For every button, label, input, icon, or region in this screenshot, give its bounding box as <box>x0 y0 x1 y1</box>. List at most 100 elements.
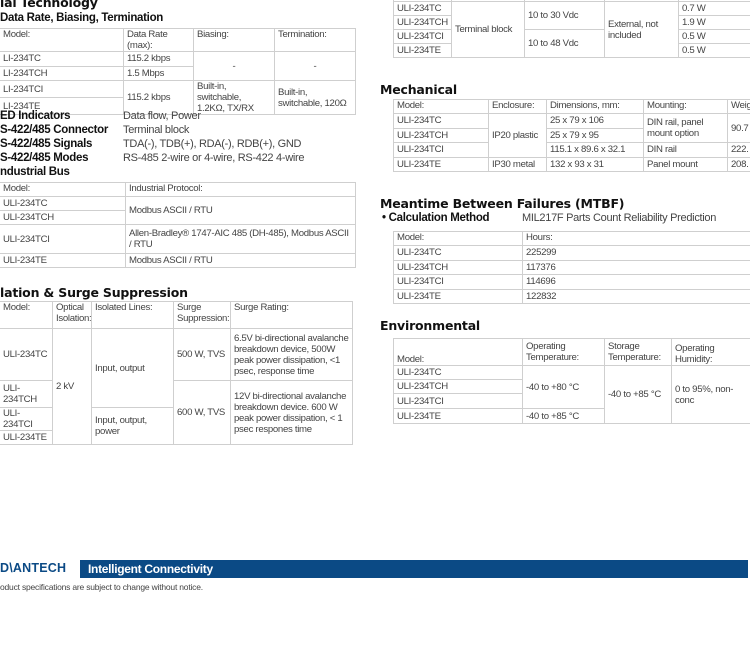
table-header-row: Model: Optical Isolation: Isolated Lines: S… <box>0 301 353 329</box>
table-header-cell: Dimensions, mm: <box>546 99 644 114</box>
table-row: ULI-234TCI 10 to 48 Vdc 0.5 W <box>393 29 750 58</box>
table-header-cell: Optical Isolation: <box>52 301 92 329</box>
table-cell: Built-in, switchable, 120Ω <box>274 80 356 115</box>
mtbf-method-label: • Calculation Method <box>382 212 490 224</box>
table-cell: 0.7 W <box>678 1 750 16</box>
table-header-cell: Model: <box>393 99 489 114</box>
table-row: ULI-234TCH 1.9 W <box>393 15 750 30</box>
power-table: ULI-234TC Terminal block 10 to 30 Vdc Exter… <box>393 0 750 58</box>
table-cell: ULI-234TCI <box>393 274 523 290</box>
table-header-cell: Industrial Protocol: <box>125 182 356 197</box>
table-cell: ULI-234TE <box>0 430 53 445</box>
environmental-table: Model: Operating Temperature: Storage Temp… <box>393 338 750 424</box>
table-cell: ULI-234TCH <box>393 127 489 143</box>
table-cell: 115.2 kbps <box>123 80 194 115</box>
footer-tagline: Intelligent Connectivity <box>88 562 213 576</box>
table-cell: Input, output <box>91 328 174 408</box>
table-cell: 222. <box>727 142 750 158</box>
table-row: ULI-234TE 122832 <box>393 288 750 304</box>
spec-label: ED Indicators <box>0 110 71 122</box>
table-cell: 0 to 95%, non-conc <box>671 365 750 424</box>
spec-value: Data flow, Power <box>123 110 201 122</box>
table-row: ULI-234TC Modbus ASCII / RTU <box>0 196 356 225</box>
industrial-bus-table: Model: Industrial Protocol: ULI-234TC Modbu… <box>0 182 356 268</box>
data-rate-table: Model: Data Rate (max): Biasing: Terminatio… <box>0 28 356 115</box>
table-cell: 225299 <box>522 245 750 261</box>
table-cell: 0.5 W <box>678 43 750 58</box>
table-row: ULI-234TCH 600 W, TVS 12V bi-directional a… <box>0 380 353 445</box>
table-cell: Built-in, switchable, 1.2KΩ, TX/RX <box>193 80 275 115</box>
spec-value: Terminal block <box>123 124 190 136</box>
table-header-cell: Model: <box>393 231 523 246</box>
table-row: ULI-234TCH 117376 <box>393 259 750 275</box>
table-cell: DIN rail <box>643 142 728 158</box>
table-cell: DIN rail, panel mount option <box>643 113 728 143</box>
table-cell: ULI-234TC <box>0 328 53 381</box>
mtbf-method-value: MIL217F Parts Count Reliability Predicti… <box>522 212 717 224</box>
table-cell: 12V bi-directional avalanche breakdown d… <box>230 380 353 445</box>
table-cell: 25 x 79 x 95 <box>546 127 644 143</box>
table-header-cell: Surge Rating: <box>230 301 353 329</box>
table-header-cell: Biasing: <box>193 28 275 52</box>
table-header-cell: Storage Temperature: <box>604 338 672 366</box>
table-cell: 6.5V bi-directional avalanche breakdown … <box>230 328 353 381</box>
table-cell: 10 to 48 Vdc <box>524 29 605 58</box>
table-row: ULI-234TC -40 to +80 °C -40 to +85 °C 0 to … <box>393 365 750 424</box>
table-cell: - <box>193 51 275 81</box>
table-cell: ULI-234TE <box>393 408 523 424</box>
table-cell: ULI-234TCH <box>393 379 523 394</box>
table-row: ULI-234TCH 25 x 79 x 95 <box>393 127 750 143</box>
mechanical-heading: Mechanical <box>380 82 457 97</box>
table-header-cell: Model: <box>0 301 53 329</box>
table-cell: ULI-234TE <box>0 253 126 268</box>
table-header-row: Model: Hours: <box>393 231 750 246</box>
mtbf-method-label-text: Calculation Method <box>388 212 490 224</box>
table-cell: Panel mount <box>643 156 728 172</box>
footer-bar <box>80 560 748 578</box>
table-cell: ULI-234TC <box>393 245 523 261</box>
table-cell: 25 x 79 x 106 <box>546 113 644 129</box>
table-cell: ULI-234TC <box>0 196 126 211</box>
footer-note: oduct specifications are subject to chan… <box>0 582 203 592</box>
table-row: ULI-234TC 2 kV Input, output 500 W, TVS 6.5V… <box>0 328 353 445</box>
table-cell: 208. <box>727 156 750 172</box>
table-row: ULI-234TC IP20 plastic 25 x 79 x 106 DIN ra… <box>393 113 750 158</box>
table-header-row: Model: Data Rate (max): Biasing: Terminatio… <box>0 28 356 52</box>
table-cell: 0.5 W <box>678 29 750 44</box>
table-cell: ULI-234TCH <box>0 380 53 408</box>
spec-label: S-422/485 Signals <box>0 138 93 150</box>
table-header-cell: Model: <box>0 182 126 197</box>
table-row: ULI-234TCI 114696 <box>393 274 750 290</box>
table-row: LI-234TC 115.2 kbps - - <box>0 51 356 81</box>
table-header-cell: Enclosure: <box>488 99 547 114</box>
table-cell: 114696 <box>522 274 750 290</box>
table-header-cell: Model: <box>0 28 124 52</box>
table-cell: LI-234TE <box>0 97 124 115</box>
spec-label: S-422/485 Connector <box>0 124 109 136</box>
table-header-cell: Operating Temperature: <box>522 338 605 366</box>
table-header-cell: Surge Suppression: <box>173 301 231 329</box>
table-cell: 132 x 93 x 31 <box>546 156 644 172</box>
mtbf-heading: Meantime Between Failures (MTBF) <box>380 196 625 211</box>
advantech-logo: D\ANTECH <box>0 561 67 575</box>
table-header-cell: Isolated Lines: <box>91 301 174 329</box>
table-cell: ULI-234TCI <box>393 142 489 158</box>
table-cell: ULI-234TCH <box>393 259 523 275</box>
table-header-cell: Data Rate (max): <box>123 28 194 52</box>
table-cell: IP30 metal <box>488 156 547 172</box>
table-cell: LI-234TCH <box>0 65 124 81</box>
spec-value: TDA(-), TDB(+), RDA(-), RDB(+), GND <box>123 138 302 150</box>
table-cell: 90.7 <box>727 113 750 143</box>
table-cell: 115.1 x 89.6 x 32.1 <box>546 142 644 158</box>
table-cell: 1.5 Mbps <box>123 65 194 81</box>
table-cell: -40 to +80 °C <box>522 365 605 409</box>
table-header-cell: Mounting: <box>643 99 728 114</box>
table-cell: 122832 <box>522 288 750 304</box>
table-row: ULI-234TE 0.5 W <box>393 43 750 58</box>
table-row: ULI-234TCI 115.1 x 89.6 x 32.1 DIN rail 222… <box>393 142 750 158</box>
table-cell: 117376 <box>522 259 750 275</box>
table-cell: 600 W, TVS <box>173 380 231 445</box>
table-cell: ULI-234TCI <box>0 407 53 431</box>
table-header-row: Model: Operating Temperature: Storage Temp… <box>393 338 750 366</box>
table-cell: IP20 plastic <box>488 113 547 158</box>
